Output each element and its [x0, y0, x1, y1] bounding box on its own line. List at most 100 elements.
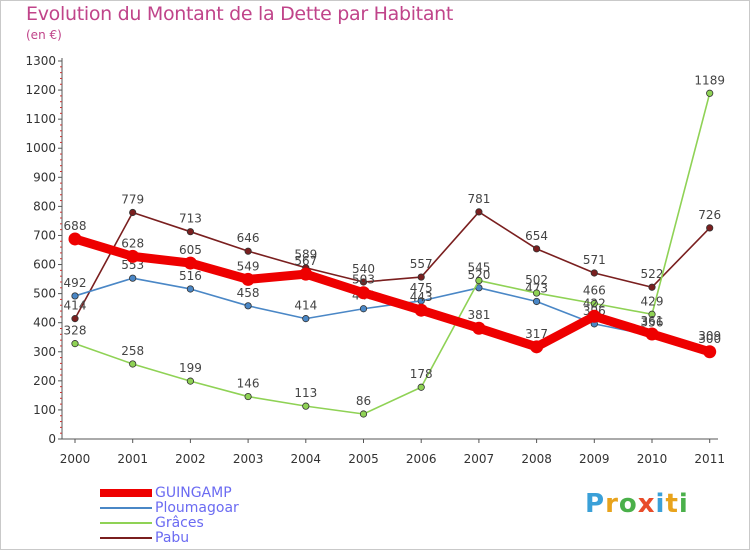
- data-point-ploumagoar: [71, 292, 79, 300]
- legend-label-ploumagoar: Ploumagoar: [155, 500, 239, 516]
- x-tick-label: 2007: [464, 452, 495, 466]
- data-point-pabu: [706, 224, 714, 232]
- data-label-guingamp: 549: [237, 259, 260, 273]
- legend-swatch-pabu: [100, 537, 152, 539]
- proxiti-logo: Proxiti: [585, 489, 689, 519]
- y-tick-label: 900: [33, 170, 56, 184]
- series-line-ploumagoar: [74, 277, 711, 350]
- data-point-ploumagoar: [302, 315, 310, 323]
- data-point-gr-ces: [706, 89, 714, 97]
- data-label-ploumagoar: 309: [698, 329, 721, 343]
- y-tick-label: 1000: [25, 141, 56, 155]
- y-tick-label: 500: [33, 287, 56, 301]
- data-point-gr-ces: [417, 383, 425, 391]
- y-tick-label: 700: [33, 228, 56, 242]
- data-point-guingamp: [587, 309, 601, 323]
- data-point-gr-ces: [590, 299, 598, 308]
- data-point-ploumagoar: [359, 305, 368, 313]
- data-point-gr-ces: [186, 377, 194, 385]
- series-line-pabu: [74, 211, 711, 320]
- data-label-ploumagoar: 356: [641, 315, 664, 329]
- data-label-pabu: 779: [121, 192, 144, 206]
- data-point-guingamp: [357, 286, 370, 300]
- data-label-pabu: 589: [294, 248, 317, 262]
- data-point-guingamp: [472, 321, 486, 335]
- x-tick-label: 2005: [348, 452, 379, 466]
- legend-swatch-ploumagoar: [100, 507, 152, 509]
- x-tick-label: 2011: [694, 452, 725, 466]
- data-label-gr-ces: 258: [121, 344, 144, 358]
- data-label-pabu: 654: [525, 229, 548, 243]
- data-point-pabu: [359, 278, 368, 286]
- data-label-ploumagoar: 553: [121, 258, 144, 272]
- logo-letter: i: [678, 489, 689, 519]
- y-tick-label: 800: [33, 199, 56, 213]
- chart-title: Evolution du Montant de la Dette par Hab…: [26, 3, 454, 25]
- data-point-pabu: [532, 245, 541, 253]
- data-point-gr-ces: [648, 310, 656, 318]
- data-point-guingamp: [299, 267, 313, 281]
- data-label-guingamp: 567: [294, 254, 317, 268]
- x-tick-label: 2009: [579, 452, 610, 466]
- data-label-gr-ces: 545: [467, 261, 490, 275]
- x-tick-label: 2004: [291, 452, 322, 466]
- series-line-gr-ces: [74, 92, 711, 415]
- x-tick-label: 2001: [117, 452, 148, 466]
- legend-label-graces: Grâces: [155, 515, 204, 531]
- y-tick-label: 1100: [25, 112, 56, 126]
- logo-letter: r: [605, 489, 619, 519]
- y-axis-unit: (en €): [26, 28, 62, 42]
- data-label-guingamp: 300: [698, 332, 721, 346]
- data-label-guingamp: 361: [641, 314, 664, 328]
- data-point-gr-ces: [359, 410, 368, 418]
- data-label-ploumagoar: 414: [294, 299, 317, 313]
- logo-letter: o: [618, 489, 638, 519]
- data-label-pabu: 713: [179, 212, 202, 226]
- x-tick-label: 2000: [60, 452, 91, 466]
- data-label-ploumagoar: 458: [237, 286, 260, 300]
- x-tick-label: 2002: [175, 452, 206, 466]
- y-tick-label: 300: [33, 345, 56, 359]
- y-tick-label: 400: [33, 316, 56, 330]
- data-point-guingamp: [530, 340, 544, 354]
- data-point-guingamp: [645, 327, 659, 341]
- data-label-pabu: 522: [641, 267, 664, 281]
- x-tick-label: 2008: [521, 452, 552, 466]
- data-label-gr-ces: 113: [294, 386, 317, 400]
- data-point-gr-ces: [475, 276, 483, 285]
- legend-swatch-guingamp: [100, 489, 152, 497]
- data-point-pabu: [186, 228, 194, 236]
- logo-letter: i: [655, 489, 666, 519]
- data-point-gr-ces: [532, 289, 541, 297]
- y-tick-label: 1300: [25, 54, 56, 68]
- data-label-ploumagoar: 475: [410, 281, 433, 295]
- series-line-guingamp: [70, 234, 715, 357]
- x-tick-label: 2010: [637, 452, 668, 466]
- data-label-pabu: 414: [64, 299, 87, 313]
- data-label-ploumagoar: 516: [179, 269, 202, 283]
- logo-letter: x: [637, 489, 656, 519]
- data-label-ploumagoar: 492: [64, 276, 87, 290]
- x-tick-label: 2006: [406, 452, 437, 466]
- data-point-guingamp: [68, 232, 82, 246]
- data-point-ploumagoar: [186, 285, 194, 293]
- legend-swatch-graces: [100, 522, 152, 524]
- data-label-guingamp: 503: [352, 273, 375, 287]
- x-tick-label: 2003: [233, 452, 264, 466]
- data-point-pabu: [71, 315, 79, 323]
- logo-letter: t: [665, 489, 679, 519]
- data-label-pabu: 557: [410, 257, 433, 271]
- data-label-guingamp: 688: [64, 219, 87, 233]
- data-point-gr-ces: [244, 392, 252, 401]
- data-label-pabu: 646: [237, 231, 260, 245]
- data-point-gr-ces: [71, 340, 79, 348]
- data-label-guingamp: 628: [121, 236, 144, 250]
- data-point-pabu: [129, 208, 137, 217]
- data-label-gr-ces: 1189: [694, 73, 725, 87]
- data-label-gr-ces: 146: [237, 377, 260, 391]
- data-point-ploumagoar: [244, 302, 252, 310]
- logo-letter: P: [585, 489, 606, 519]
- data-label-gr-ces: 502: [525, 273, 548, 287]
- y-tick-label: 600: [33, 258, 56, 272]
- data-point-guingamp: [414, 303, 428, 317]
